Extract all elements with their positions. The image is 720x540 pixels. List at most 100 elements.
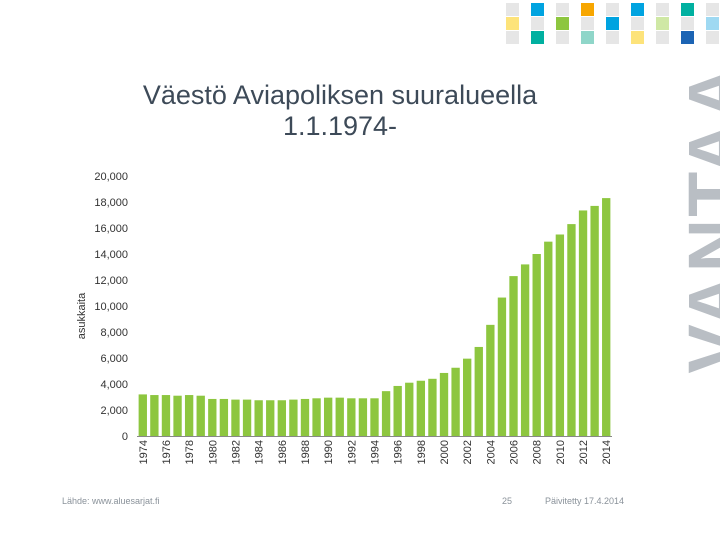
bar-1990 [323, 397, 333, 436]
x-tick-label: 2014 [601, 440, 613, 464]
bar-1994 [370, 398, 379, 436]
x-tick-label: 2012 [578, 440, 590, 464]
x-tick-label: 2000 [439, 440, 451, 464]
x-tick-label: 1982 [230, 440, 242, 464]
brand-square [506, 17, 519, 30]
x-tick-label: 2010 [555, 440, 567, 464]
x-tick-label: 1976 [161, 440, 173, 464]
y-tick-label: 10,000 [94, 301, 128, 313]
bar-1991 [335, 397, 344, 436]
brand-square [581, 3, 594, 16]
bar-1974 [138, 394, 147, 436]
bars [138, 198, 611, 436]
x-tick-label: 1992 [346, 440, 358, 464]
bar-1981 [219, 398, 229, 436]
slide-title-line-2: 1.1.1974- [282, 111, 398, 141]
y-tick-label: 16,000 [94, 223, 128, 235]
brand-square [506, 31, 519, 44]
brand-square [706, 31, 719, 44]
bar-1980 [208, 398, 217, 436]
y-tick-label: 12,000 [94, 275, 128, 287]
bar-1997 [405, 382, 414, 436]
y-tick-label: 2,000 [100, 405, 128, 417]
x-tick-label: 1996 [393, 440, 405, 464]
bar-1988 [300, 398, 310, 436]
brand-square [581, 31, 594, 44]
slide-title: Väestö Aviapoliksen suuralueella 1.1.197… [100, 80, 580, 142]
x-tick-label: 1990 [323, 440, 335, 464]
bar-1977 [173, 395, 182, 436]
bar-1998 [416, 380, 426, 436]
bar-1984 [254, 400, 263, 436]
bar-2011 [567, 224, 576, 436]
brand-square [656, 3, 669, 16]
brand-square [656, 31, 669, 44]
bar-2000 [439, 372, 449, 436]
y-tick-label: 8,000 [100, 327, 128, 339]
brand-square [681, 17, 694, 30]
bar-2002 [463, 358, 472, 436]
y-tick-label: 18,000 [94, 197, 128, 209]
bar-1978 [184, 395, 194, 436]
bar-2009 [544, 241, 553, 436]
x-tick-label: 1974 [138, 440, 150, 464]
bar-2001 [451, 367, 460, 436]
brand-square [681, 31, 694, 44]
bar-1976 [161, 395, 171, 436]
bar-1982 [231, 399, 240, 436]
brand-square [581, 17, 594, 30]
y-tick-label: 20,000 [94, 171, 128, 183]
y-tick-labels: 0 2,000 4,000 6,000 8,000 10,000 12,000 14,000 1… [94, 171, 128, 443]
brand-square [706, 17, 719, 30]
brand-square [556, 31, 569, 44]
x-tick-label: 1986 [277, 440, 289, 464]
brand-square [506, 3, 519, 16]
bar-1993 [358, 398, 368, 436]
brand-square [531, 31, 544, 44]
brand-square [556, 17, 569, 30]
bar-1999 [428, 378, 437, 436]
brand-square [631, 3, 644, 16]
bar-1996 [393, 385, 402, 436]
y-tick-label: 4,000 [100, 379, 128, 391]
x-tick-label: 2006 [509, 440, 521, 464]
brand-square [681, 3, 694, 16]
bar-2006 [509, 276, 518, 436]
brand-square [631, 31, 644, 44]
y-tick-label: 6,000 [100, 353, 128, 365]
y-axis-label: asukkaita [76, 292, 88, 339]
bar-2005 [497, 297, 507, 436]
x-tick-label: 1994 [370, 440, 382, 464]
bar-1995 [381, 391, 391, 436]
bar-1986 [277, 400, 286, 436]
y-tick-label: 0 [122, 431, 128, 443]
brand-square [556, 3, 569, 16]
bar-2010 [555, 234, 565, 436]
brand-square [606, 31, 619, 44]
x-tick-label: 2002 [462, 440, 474, 464]
brand-square [656, 17, 669, 30]
page-number: 25 [502, 496, 513, 506]
brand-square [631, 17, 644, 30]
updated-date: Päivitetty 17.4.2014 [545, 496, 625, 506]
brand-square [531, 17, 544, 30]
bar-1983 [242, 399, 252, 436]
x-tick-label: 1998 [416, 440, 428, 464]
slide-title-line-1: Väestö Aviapoliksen suuralueella [142, 80, 538, 110]
x-tick-label: 1988 [300, 440, 312, 464]
bar-1989 [312, 398, 321, 436]
y-tick-label: 14,000 [94, 249, 128, 261]
x-tick-label: 1980 [207, 440, 219, 464]
bar-1992 [347, 398, 356, 436]
bar-2012 [578, 210, 588, 436]
bar-2013 [590, 205, 599, 436]
brand-square [706, 3, 719, 16]
bar-2003 [474, 346, 483, 436]
brand-square [606, 17, 619, 30]
brand-square [531, 3, 544, 16]
bar-1979 [196, 395, 205, 436]
bar-1987 [289, 399, 298, 436]
source-note: Lähde: www.aluesarjat.fi [62, 496, 160, 506]
bar-2007 [520, 264, 530, 436]
